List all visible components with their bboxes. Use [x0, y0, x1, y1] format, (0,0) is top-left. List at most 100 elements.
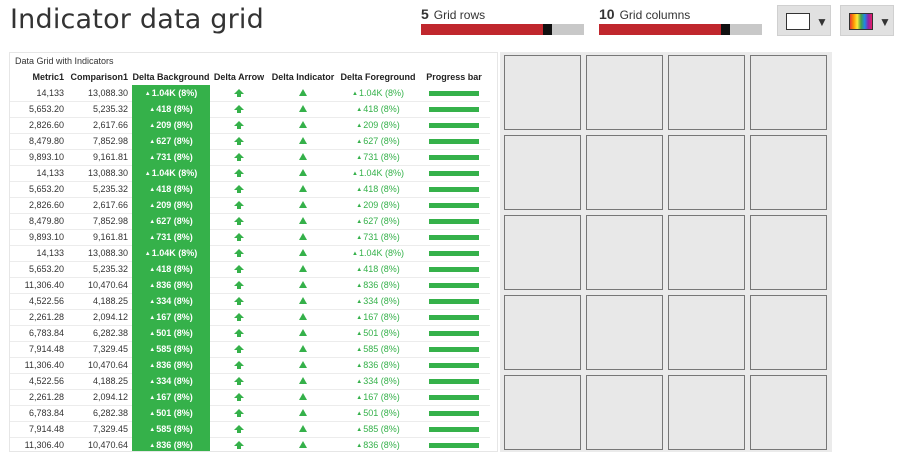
delta-background-cell: ▲627 (8%) — [132, 133, 210, 150]
column-header-delta-foreground[interactable]: Delta Foreground — [340, 72, 416, 82]
delta-foreground-value: 1.04K (8%) — [358, 248, 404, 258]
progress-bar — [429, 395, 479, 401]
comparison1-cell: 6,282.38 — [68, 405, 132, 422]
progress-bar — [429, 107, 479, 113]
metric1-cell: 8,479.80 — [10, 213, 68, 230]
grid-rows-slider[interactable] — [421, 24, 584, 35]
tile[interactable] — [668, 135, 745, 210]
table-row[interactable]: 2,261.28 2,094.12 ▲167 (8%) ▲167 (8%) — [10, 309, 490, 326]
column-header-progress-bar[interactable]: Progress bar — [426, 72, 482, 82]
delta-foreground-value: 1.04K (8%) — [358, 168, 404, 178]
table-row[interactable]: 2,261.28 2,094.12 ▲167 (8%) ▲167 (8%) — [10, 389, 490, 406]
delta-foreground-cell: ▲585 (8%) — [338, 421, 418, 438]
progress-bar — [429, 187, 479, 193]
up-triangle-icon: ▲ — [356, 443, 363, 449]
delta-arrow-cell — [210, 325, 268, 342]
grid-columns-label: 10 Grid columns — [599, 6, 762, 23]
column-header-metric1[interactable]: Metric1 — [32, 72, 64, 82]
delta-foreground-cell: ▲627 (8%) — [338, 213, 418, 230]
tile[interactable] — [586, 215, 663, 290]
table-row[interactable]: 4,522.56 4,188.25 ▲334 (8%) ▲334 (8%) — [10, 373, 490, 390]
tile[interactable] — [750, 135, 827, 210]
delta-background-cell: ▲836 (8%) — [132, 437, 210, 451]
table-row[interactable]: 11,306.40 10,470.64 ▲836 (8%) ▲836 (8%) — [10, 357, 490, 374]
delta-background-value: 836 (8%) — [156, 360, 193, 370]
up-triangle-icon — [299, 361, 307, 368]
column-header-delta-background[interactable]: Delta Background — [132, 72, 210, 82]
delta-background-value: 585 (8%) — [156, 424, 193, 434]
delta-background-cell: ▲167 (8%) — [132, 389, 210, 406]
table-row[interactable]: 8,479.80 7,852.98 ▲627 (8%) ▲627 (8%) — [10, 133, 490, 150]
tile[interactable] — [586, 55, 663, 130]
tile[interactable] — [668, 55, 745, 130]
table-row[interactable]: 5,653.20 5,235.32 ▲418 (8%) ▲418 (8%) — [10, 101, 490, 118]
table-row[interactable]: 8,479.80 7,852.98 ▲627 (8%) ▲627 (8%) — [10, 213, 490, 230]
delta-indicator-cell — [268, 421, 338, 438]
up-triangle-icon: ▲ — [149, 315, 156, 321]
table-row[interactable]: 5,653.20 5,235.32 ▲418 (8%) ▲418 (8%) — [10, 181, 490, 198]
tile[interactable] — [750, 215, 827, 290]
up-triangle-icon: ▲ — [144, 90, 151, 97]
delta-indicator-cell — [268, 405, 338, 422]
up-triangle-icon — [299, 345, 307, 352]
delta-arrow-cell — [210, 357, 268, 374]
column-header-delta-arrow[interactable]: Delta Arrow — [213, 72, 265, 82]
tile[interactable] — [586, 375, 663, 450]
column-header-delta-indicator[interactable]: Delta Indicator — [271, 72, 335, 82]
tile[interactable] — [504, 295, 581, 370]
table-row[interactable]: 14,133 13,088.30 ▲1.04K (8%) ▲1.04K (8%) — [10, 245, 490, 262]
tile[interactable] — [504, 55, 581, 130]
tile[interactable] — [668, 215, 745, 290]
progress-bar — [429, 331, 479, 337]
tile[interactable] — [750, 375, 827, 450]
tile[interactable] — [586, 135, 663, 210]
delta-foreground-value: 167 (8%) — [363, 312, 400, 322]
up-arrow-icon — [234, 105, 244, 113]
grid-columns-slider-thumb[interactable] — [721, 24, 730, 35]
up-triangle-icon: ▲ — [356, 283, 363, 289]
table-row[interactable]: 11,306.40 10,470.64 ▲836 (8%) ▲836 (8%) — [10, 277, 490, 294]
grid-rows-slider-thumb[interactable] — [543, 24, 552, 35]
progress-bar-cell — [418, 229, 490, 246]
tile[interactable] — [668, 295, 745, 370]
table-row[interactable]: 5,653.20 5,235.32 ▲418 (8%) ▲418 (8%) — [10, 261, 490, 278]
delta-indicator-cell — [268, 165, 338, 182]
tile[interactable] — [504, 215, 581, 290]
tile[interactable] — [750, 55, 827, 130]
metric1-cell: 9,893.10 — [10, 149, 68, 166]
up-arrow-icon — [234, 233, 244, 241]
table-row[interactable]: 14,133 13,088.30 ▲1.04K (8%) ▲1.04K (8%) — [10, 85, 490, 102]
tile[interactable] — [504, 375, 581, 450]
progress-bar-cell — [418, 101, 490, 118]
table-row[interactable]: 14,133 13,088.30 ▲1.04K (8%) ▲1.04K (8%) — [10, 165, 490, 182]
up-triangle-icon — [299, 201, 307, 208]
up-triangle-icon: ▲ — [356, 235, 363, 241]
table-row[interactable]: 7,914.48 7,329.45 ▲585 (8%) ▲585 (8%) — [10, 341, 490, 358]
delta-background-cell: ▲627 (8%) — [132, 213, 210, 230]
progress-bar — [429, 427, 479, 433]
table-row[interactable]: 6,783.84 6,282.38 ▲501 (8%) ▲501 (8%) — [10, 325, 490, 342]
grid-rows-value: 5 — [421, 6, 429, 22]
table-row[interactable]: 7,914.48 7,329.45 ▲585 (8%) ▲585 (8%) — [10, 421, 490, 438]
palette-picker[interactable]: ▼ — [840, 5, 894, 36]
table-row[interactable]: 6,783.84 6,282.38 ▲501 (8%) ▲501 (8%) — [10, 405, 490, 422]
delta-indicator-cell — [268, 261, 338, 278]
table-row[interactable]: 2,826.60 2,617.66 ▲209 (8%) ▲209 (8%) — [10, 197, 490, 214]
column-header-comparison1[interactable]: Comparison1 — [70, 72, 128, 82]
table-row[interactable]: 4,522.56 4,188.25 ▲334 (8%) ▲334 (8%) — [10, 293, 490, 310]
tile[interactable] — [750, 295, 827, 370]
up-triangle-icon: ▲ — [149, 299, 156, 305]
table-row[interactable]: 9,893.10 9,161.81 ▲731 (8%) ▲731 (8%) — [10, 229, 490, 246]
delta-foreground-value: 836 (8%) — [363, 440, 400, 450]
tile[interactable] — [586, 295, 663, 370]
tile[interactable] — [668, 375, 745, 450]
delta-indicator-cell — [268, 245, 338, 262]
background-color-picker[interactable]: ▼ — [777, 5, 831, 36]
grid-columns-value: 10 — [599, 6, 615, 22]
table-row[interactable]: 11,306.40 10,470.64 ▲836 (8%) ▲836 (8%) — [10, 437, 490, 451]
grid-columns-slider[interactable] — [599, 24, 762, 35]
table-row[interactable]: 9,893.10 9,161.81 ▲731 (8%) ▲731 (8%) — [10, 149, 490, 166]
tile[interactable] — [504, 135, 581, 210]
delta-foreground-value: 418 (8%) — [363, 184, 400, 194]
table-row[interactable]: 2,826.60 2,617.66 ▲209 (8%) ▲209 (8%) — [10, 117, 490, 134]
